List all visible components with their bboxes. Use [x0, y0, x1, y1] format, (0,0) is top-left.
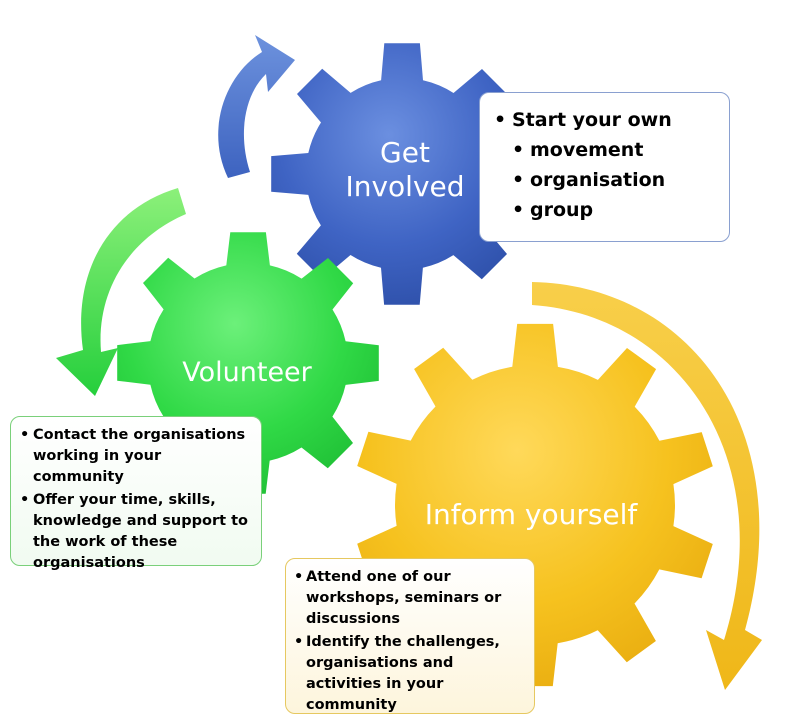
inform-yourself-item: Attend one of our workshops, seminars or… — [294, 567, 526, 630]
get-involved-heading: Start your own movement organisation gro… — [494, 105, 719, 225]
inform-yourself-box: Attend one of our workshops, seminars or… — [285, 558, 535, 714]
get-involved-item: movement — [512, 135, 719, 165]
arrow-yellow-cycle — [532, 282, 762, 690]
arrow-green-cycle — [56, 188, 186, 396]
volunteer-box: Contact the organisations working in you… — [10, 416, 262, 571]
arrow-blue-cycle — [218, 35, 295, 178]
get-involved-heading-text: Start your own — [512, 109, 672, 131]
volunteer-item: Offer your time, skills, knowledge and s… — [19, 490, 253, 574]
get-involved-item: organisation — [512, 165, 719, 195]
get-involved-item: group — [512, 195, 719, 225]
gear-label-volunteer: Volunteer — [182, 357, 312, 388]
gear-label-get: Get — [380, 136, 430, 169]
volunteer-item: Contact the organisations working in you… — [19, 425, 253, 488]
gear-label-inform-yourself: Inform yourself — [425, 498, 639, 531]
gear-get-involved — [271, 43, 533, 305]
inform-yourself-item: Identify the challenges, organisations a… — [294, 632, 526, 716]
get-involved-box: Start your own movement organisation gro… — [479, 92, 730, 242]
gear-label-involved: Involved — [345, 170, 464, 203]
